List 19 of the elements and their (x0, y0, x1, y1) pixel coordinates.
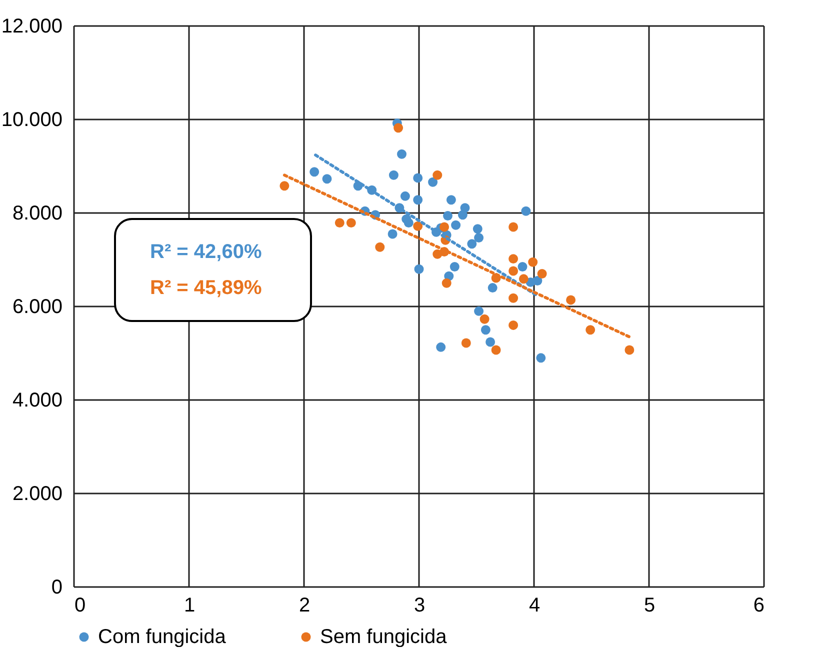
y-tick-label: 10.000 (1, 109, 62, 131)
x-tick-label: 4 (528, 594, 540, 616)
annotation: R² = 42,60% (150, 240, 263, 265)
x-tick-label: 2 (298, 594, 310, 616)
x-tick-label: 5 (644, 594, 656, 616)
y-tick-label: 8.000 (12, 202, 62, 224)
y-tick-label: 2.000 (12, 483, 62, 505)
y-tick-label: 4.000 (12, 390, 62, 412)
legend-label: Sem fungicida (320, 626, 448, 648)
x-tick-label: 1 (184, 594, 196, 616)
y-tick-label: 12.000 (1, 16, 62, 38)
legend-label: Com fungicida (98, 626, 227, 648)
x-tick-label: 0 (74, 594, 86, 616)
y-tick-label: 6.000 (12, 296, 62, 318)
y-tick-label: 0 (51, 576, 62, 598)
x-tick-label: 6 (753, 594, 764, 616)
x-tick-label: 3 (414, 594, 426, 616)
annotation: R² = 45,89% (150, 276, 263, 301)
text-box: R² = 42,60% R² = 45,89% (114, 218, 312, 322)
